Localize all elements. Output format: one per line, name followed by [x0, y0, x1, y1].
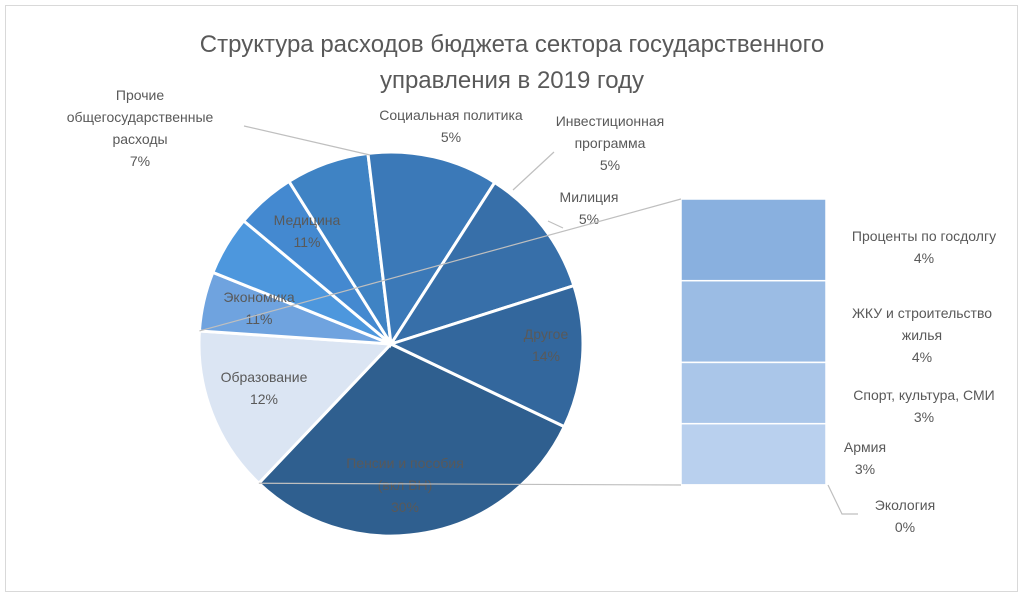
chart-title-line: управления в 2019 году: [380, 67, 644, 94]
bar-segment-label: ЖКУ и строительство жилья 4%: [852, 305, 992, 365]
pie-slice-label: Социальная политика 5%: [379, 107, 523, 145]
pie-slice: [366, 150, 497, 349]
bar-segment: [680, 361, 827, 425]
leader-line: [243, 125, 371, 156]
pie-slice-label: Милиция 5%: [560, 189, 619, 227]
pie-slice: [197, 329, 395, 486]
connector-line-bottom: [258, 482, 682, 486]
leader-line: [547, 220, 564, 229]
leader-line: [512, 151, 555, 191]
bar-segment-label: Проценты по госдолгу 4%: [852, 228, 996, 266]
pie-slice-label: Прочие общегосударственные расходы 7%: [67, 87, 214, 169]
pie-slice-label: Инвестиционная программа 5%: [556, 113, 665, 173]
bar-segment-label: Спорт, культура, СМИ 3%: [853, 387, 994, 425]
chart-title-line: Структура расходов бюджета сектора госуд…: [200, 31, 824, 58]
bar-segment: [680, 484, 827, 487]
bar-segment: [680, 279, 827, 364]
bar-segment: [680, 198, 827, 282]
bar-segment-label: Армия 3%: [844, 439, 886, 477]
connector-line-top: [199, 198, 682, 332]
pie-slice: [256, 342, 567, 538]
pie-slice-label: Медицина 11%: [274, 212, 341, 250]
pie-slice-label: Образование 12%: [221, 369, 308, 407]
bar-segment: [680, 422, 827, 486]
pie-slice-label: Пенсии и пособия (вкл ВН) 30%: [346, 455, 464, 515]
chart-frame: [5, 5, 1018, 592]
pie-slice-label: Другое 14%: [524, 326, 569, 364]
bar-segment-label: Экология 0%: [875, 497, 935, 535]
pie-slice: [386, 283, 585, 429]
pie-slice-label: Экономика 11%: [223, 289, 295, 327]
leader-line: [827, 484, 858, 515]
pie-slice: [387, 180, 576, 347]
